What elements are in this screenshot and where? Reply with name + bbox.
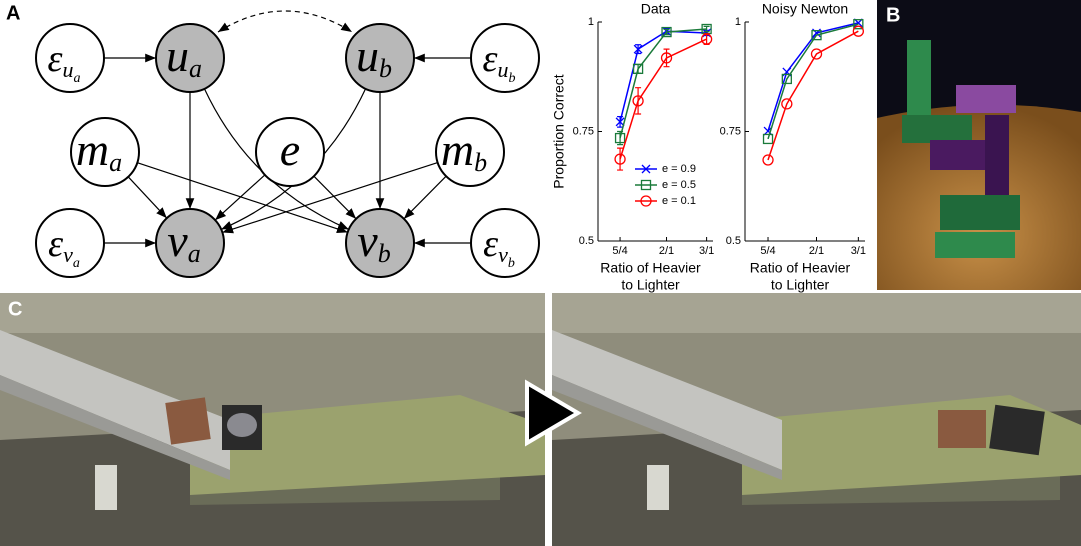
node-sub: b [378,239,391,268]
node-symbol: u [356,30,379,81]
node-symbol: ε [48,223,63,265]
chart-title: Noisy Newton [762,1,848,17]
y-axis-label: Proportion Correct [551,74,567,188]
panel-label: B [886,4,900,26]
marker [853,26,863,36]
legend-label: e = 0.9 [662,163,696,175]
y-tick-label: 1 [735,16,741,28]
x-tick-label: 2/1 [659,245,674,257]
node-symbol: m [76,124,109,175]
photo-c-left [0,293,545,546]
x-tick-label: 3/1 [851,245,866,257]
x-axis-label: Ratio of Heavier [750,260,851,276]
node-symbol: ε [48,38,63,80]
node-subsub: a [73,256,80,271]
panel-label: C [8,298,22,320]
x-axis-label: to Lighter [771,277,830,293]
node-sub: u [497,57,508,82]
x-tick-label: 5/4 [612,245,627,257]
node-sub: v [498,242,508,267]
x-tick-label: 2/1 [809,245,824,257]
node-sub: a [189,54,202,83]
x-tick-label: 5/4 [760,245,775,257]
node-sub: a [188,239,201,268]
node-subsub: b [508,71,515,86]
node-sub: b [379,54,392,83]
photo-c-right [552,293,1081,546]
edge [314,176,356,219]
node-sub: a [109,148,122,177]
y-tick-label: 0.75 [720,125,741,137]
x-axis-label: Ratio of Heavier [600,260,701,276]
node-symbol: ε [483,223,498,265]
error-bar [664,49,670,67]
y-tick-label: 0.5 [579,235,594,247]
chart-title: Data [641,1,671,17]
node-symbol: u [166,30,189,81]
edge-dashed [218,11,352,32]
node-sub: u [62,57,73,82]
figure: A B C εuauaubεubmaembεvavavbεvbData0.50.… [0,0,1081,546]
edge [128,177,167,218]
node-symbol: ε [483,38,498,80]
node-symbol: e [280,124,300,175]
node-symbol: m [441,124,474,175]
node-subsub: a [73,71,80,86]
node-label: e [280,124,300,175]
node-subsub: b [508,256,515,271]
x-tick-label: 3/1 [699,245,714,257]
node-sub: v [63,242,73,267]
edge [215,175,265,220]
y-tick-label: 1 [588,16,594,28]
legend-label: e = 0.1 [662,195,696,207]
photo-b [877,0,1081,290]
edge [404,176,446,219]
legend-label: e = 0.5 [662,179,696,191]
x-axis-label: to Lighter [621,277,680,293]
node-sub: b [474,148,487,177]
panel-label: A [6,2,20,24]
y-tick-label: 0.75 [573,125,594,137]
y-tick-label: 0.5 [726,235,741,247]
node-symbol: v [167,215,188,266]
node-symbol: v [357,215,378,266]
